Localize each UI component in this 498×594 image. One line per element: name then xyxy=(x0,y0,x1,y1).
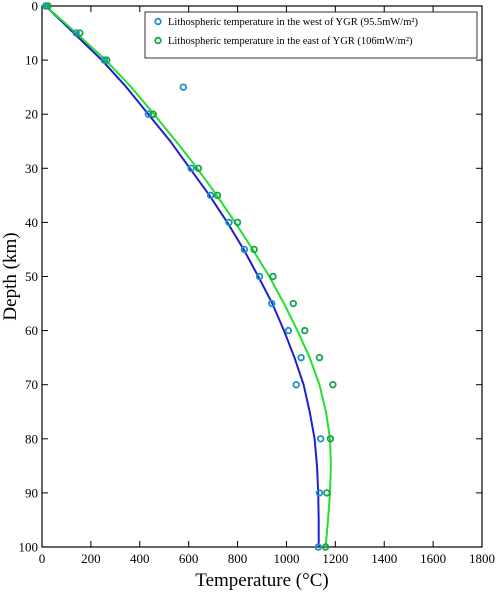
y-tick-label: 60 xyxy=(25,323,38,338)
x-tick-label: 1000 xyxy=(273,551,299,566)
series-1-point xyxy=(100,56,109,64)
fit-curves xyxy=(45,5,332,548)
axis-ticks: 0 200 400 600 800 1000 1200 1400 1600 1800 0 10 20 30… xyxy=(19,0,496,566)
x-tick-label: 1400 xyxy=(371,551,397,566)
x-tick-label: 400 xyxy=(130,551,150,566)
legend-box xyxy=(144,11,478,59)
series-2-point xyxy=(250,245,258,254)
series-1-point xyxy=(41,2,50,10)
series-1-point xyxy=(206,191,215,200)
x-tick-label: 1200 xyxy=(322,551,348,566)
series-2-point xyxy=(269,272,277,281)
series-1-point xyxy=(315,489,324,497)
y-axis-title: Depth (km) xyxy=(0,232,21,320)
x-tick-label: 600 xyxy=(179,551,199,566)
x-tick-label: 1800 xyxy=(469,551,495,566)
y-tick-label: 70 xyxy=(25,377,38,392)
series-1-point xyxy=(316,435,325,443)
series-2-point xyxy=(103,56,111,64)
series-2-point xyxy=(315,353,324,362)
y-tick-label: 50 xyxy=(25,269,38,284)
x-tick-label: 1600 xyxy=(420,551,446,566)
data-points xyxy=(41,2,337,551)
series-1-point xyxy=(72,29,80,37)
series-1-point xyxy=(297,353,305,362)
y-tick-label: 20 xyxy=(25,107,38,122)
x-tick-label: 0 xyxy=(39,551,46,566)
series-2-point xyxy=(44,2,52,10)
series-2-point xyxy=(149,110,157,118)
series-1-point xyxy=(284,326,293,335)
series-1-point xyxy=(255,272,264,281)
series-2-point xyxy=(76,29,84,37)
y-tick-label: 90 xyxy=(25,485,38,500)
series-2-point xyxy=(329,381,337,389)
series-2-point xyxy=(233,218,242,227)
x-tick-label: 800 xyxy=(228,551,248,566)
y-tick-label: 10 xyxy=(25,53,38,68)
series-1-point xyxy=(225,218,233,227)
y-tick-label: 30 xyxy=(25,161,38,176)
series-1-point xyxy=(179,83,187,91)
series-1-point xyxy=(187,164,195,172)
legend-marker-2 xyxy=(154,36,162,45)
series-1-point xyxy=(314,543,322,551)
series-2-point xyxy=(213,191,222,200)
series-1-point xyxy=(240,245,249,254)
legend: Lithospheric temperature in the west of … xyxy=(144,11,478,59)
y-tick-label: 80 xyxy=(25,431,38,446)
y-tick-label: 100 xyxy=(19,540,39,555)
series-2-point xyxy=(321,543,330,551)
series-1-curve xyxy=(45,5,320,547)
x-tick-label: 200 xyxy=(81,551,101,566)
series-2-point xyxy=(194,164,203,172)
series-2-point xyxy=(326,435,335,443)
series-2-curve xyxy=(45,5,332,548)
x-axis-title: Temperature (°C) xyxy=(195,570,328,591)
legend-label-1: Lithospheric temperature in the west of … xyxy=(168,17,419,28)
series-1-point xyxy=(268,299,276,308)
series-2-point xyxy=(289,299,297,308)
series-1-point xyxy=(292,381,300,389)
series-2-point xyxy=(323,489,331,497)
legend-marker-1 xyxy=(154,17,162,26)
y-tick-label: 40 xyxy=(25,215,38,230)
legend-label-2: Lithospheric temperature in the east of … xyxy=(168,36,413,47)
y-tick-label: 0 xyxy=(32,0,39,14)
series-2-point xyxy=(301,326,309,335)
